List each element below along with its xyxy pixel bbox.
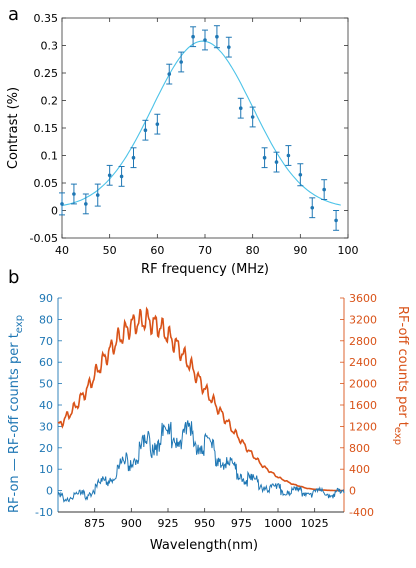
panel-b-x-tick-label: 875 <box>84 517 105 530</box>
panel-a-x-tick-label: 40 <box>55 244 69 257</box>
panel-b-right-tick-label: 3200 <box>349 313 377 326</box>
panel-a-y-ticks: -0.05 0 0.05 0.1 0.15 0.2 0.25 0.3 0.35 <box>30 12 348 245</box>
panel-b-x-tick-label: 925 <box>158 517 179 530</box>
panel-b-x-tick-label: 975 <box>231 517 252 530</box>
panel-b-left-tick-label: 70 <box>39 335 53 348</box>
panel-b-right-tick-label: 3600 <box>349 292 377 305</box>
panel-a-y-tick-label: -0.05 <box>30 232 58 245</box>
panel-a-y-tick-label: 0.2 <box>41 95 59 108</box>
panel-b-right-tick-label: 0 <box>349 485 356 498</box>
panel-b-right-tick-label: 2000 <box>349 378 377 391</box>
panel-b-chart: -40004008001200160020002400280032003600 … <box>7 292 410 553</box>
panel-a-point <box>191 34 195 39</box>
panel-a-y-tick-label: 0.05 <box>34 177 59 190</box>
panel-b-right-y-label-main: RF-off counts per t <box>395 306 410 427</box>
panel-b-rf-off-series <box>57 306 344 492</box>
panel-a-point <box>167 72 172 76</box>
panel-a-point <box>322 187 326 192</box>
panel-b-right-tick-label: 1200 <box>349 420 377 433</box>
panel-a-point <box>107 173 112 178</box>
panel-b-x-ticks: 875 900 925 950 975 1000 1025 <box>58 508 344 530</box>
panel-b-right-y-axis-label: RF-off counts per texp <box>392 306 410 445</box>
panel-a-point <box>131 155 136 160</box>
panel-a-axes-box <box>61 17 349 239</box>
panel-a-y-tick-label: 0.15 <box>34 122 59 135</box>
panel-b-right-tick-label: -400 <box>349 506 374 519</box>
panel-a-y-tick-label: 0.35 <box>34 12 59 25</box>
panel-a-point <box>143 128 148 132</box>
panel-b-left-tick-label: 60 <box>39 356 53 369</box>
panel-a-y-tick-label: 0.3 <box>41 40 59 53</box>
panel-b-x-axis-label: Wavelength(nm) <box>150 538 258 553</box>
panel-a-point <box>72 192 76 196</box>
panel-a-point <box>155 122 160 126</box>
panel-b-left-axis: -10 0 10 20 30 40 50 60 70 80 90 <box>35 292 62 519</box>
panel-b-left-tick-label: -10 <box>35 506 53 519</box>
panel-b-left-tick-label: 40 <box>39 399 53 412</box>
panel-a-x-tick-label: 60 <box>150 244 164 257</box>
panel-a-x-ticks: 40 50 60 70 80 90 100 <box>55 18 359 257</box>
panel-b-left-y-label-main: RF-on — RF-off counts per t <box>7 333 22 513</box>
panel-a-point <box>227 45 231 49</box>
panel-a-point <box>84 202 88 206</box>
panel-a-y-tick-label: 0.25 <box>34 67 59 80</box>
panel-a-point <box>95 193 100 197</box>
panel-a-x-axis-label: RF frequency (MHz) <box>141 262 269 277</box>
panel-b-left-tick-label: 80 <box>39 313 53 326</box>
panel-b-left-tick-label: 90 <box>39 292 53 305</box>
panel-a-point <box>119 174 124 179</box>
panel-a-x-tick-label: 70 <box>198 244 212 257</box>
panel-b-right-y-label-sub: exp <box>392 427 403 445</box>
panel-b-left-y-label-sub: exp <box>14 315 25 333</box>
panel-a-x-tick-label: 90 <box>293 244 307 257</box>
panel-b-left-y-axis-label: RF-on — RF-off counts per texp <box>7 315 25 513</box>
panel-a-point <box>274 160 279 164</box>
panel-a-point <box>60 202 64 206</box>
panel-b-right-tick-label: 2800 <box>349 335 377 348</box>
panel-a-point <box>203 38 207 42</box>
panel-a-point <box>298 172 303 177</box>
panel-b-left-tick-label: 10 <box>39 463 53 476</box>
panel-b-left-tick-label: 20 <box>39 442 53 455</box>
panel-b-x-tick-label: 950 <box>194 517 215 530</box>
panel-b-left-tick-label: 50 <box>39 378 53 391</box>
panel-a-chart: -0.05 0 0.05 0.1 0.15 0.2 0.25 0.3 0.35 40 50 60 70… <box>6 12 359 277</box>
panel-a-point <box>179 60 183 64</box>
panel-a-data-points <box>59 25 340 231</box>
panel-a-point <box>286 153 291 158</box>
panel-b-right-axis: -400 0 400 800 1200 1600 2000 2400 2800 3200 3600 <box>340 292 377 519</box>
panel-a-point <box>250 115 255 119</box>
panel-a-x-tick-label: 50 <box>103 244 117 257</box>
panel-b-x-tick-label: 900 <box>121 517 142 530</box>
panel-b-x-tick-label: 1000 <box>264 517 292 530</box>
panel-a-point <box>262 155 267 160</box>
panel-b-x-tick-label: 1025 <box>301 517 329 530</box>
panel-a-point <box>238 106 243 110</box>
panel-a-point <box>215 34 219 39</box>
panel-a-fit-curve <box>61 40 341 207</box>
panel-b-difference-series <box>57 420 345 503</box>
panel-a-y-tick-label: 0 <box>51 205 58 218</box>
panel-a-x-tick-label: 100 <box>338 244 359 257</box>
panel-a-label: a <box>8 4 19 25</box>
panel-b-right-tick-label: 800 <box>349 442 370 455</box>
panel-b-right-tick-label: 1600 <box>349 399 377 412</box>
panel-a-point <box>334 218 338 223</box>
panel-a-y-tick-label: 0.1 <box>41 150 59 163</box>
panel-b-label: b <box>8 267 19 288</box>
panel-b-left-tick-label: 30 <box>39 420 53 433</box>
panel-b-left-tick-label: 0 <box>46 485 53 498</box>
panel-a-x-tick-label: 80 <box>246 244 260 257</box>
panel-b-right-tick-label: 400 <box>349 463 370 476</box>
panel-b-right-tick-label: 2400 <box>349 356 377 369</box>
panel-a-point <box>310 205 315 210</box>
panel-a-y-axis-label: Contrast (%) <box>6 87 21 169</box>
